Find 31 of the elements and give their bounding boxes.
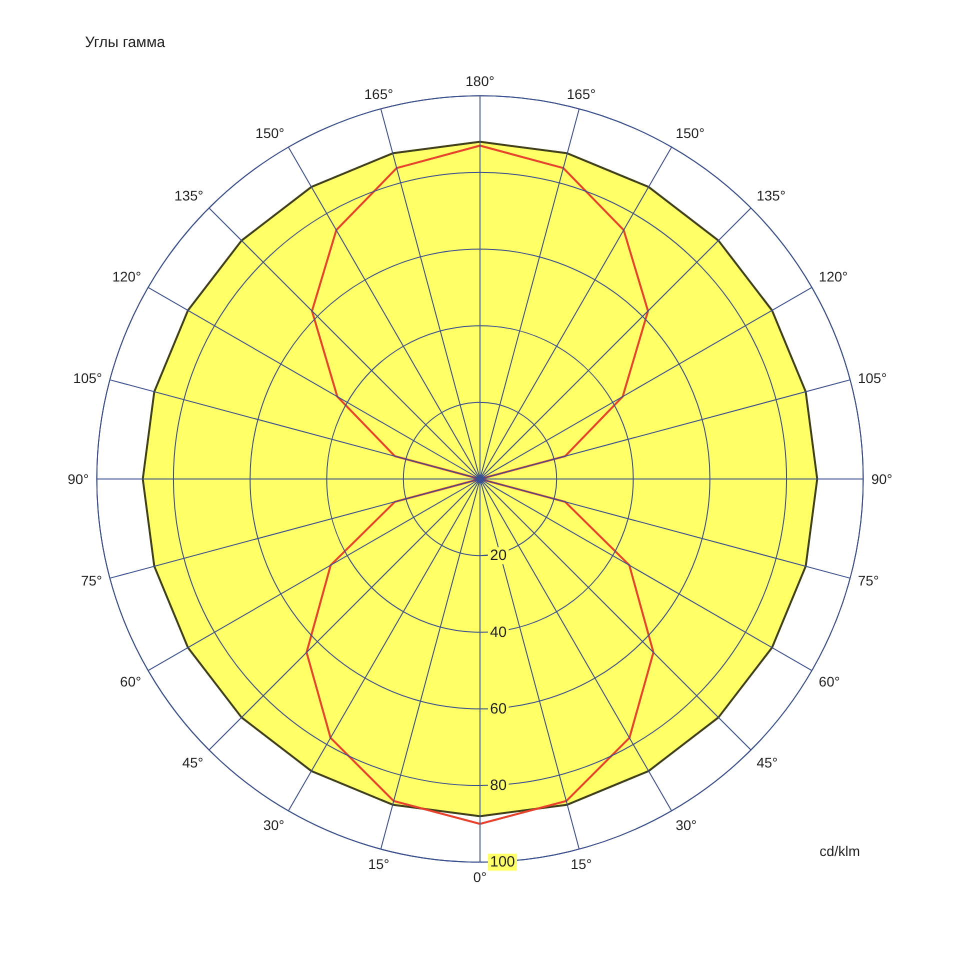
spoke-label: 150° [255,125,284,142]
spoke-label: 90° [68,471,89,487]
y-tick-label: 100 [490,854,516,871]
spoke-label: 120° [112,268,142,284]
spoke-label: 60° [120,674,142,690]
spoke-label: 75° [80,572,102,588]
spoke-label: 0° [473,869,487,886]
y-tick-label: 40 [490,624,507,641]
spoke-label: 30° [263,816,284,833]
spoke-label: 105° [858,370,887,386]
spoke-label: 45° [182,754,204,771]
y-tick-label: 60 [490,700,507,718]
spoke-label: 60° [818,674,840,690]
spoke-label: 15° [570,856,592,872]
chart-title: Углы гамма [85,34,166,51]
spoke-label: 165° [364,86,394,102]
spoke-label: 45° [756,754,778,771]
y-tick-label: 20 [490,547,507,564]
spoke-label: 90° [871,471,892,487]
spoke-label: 75° [858,572,880,588]
spoke-label: 150° [676,125,705,142]
y-tick-label: 80 [490,777,507,794]
spoke-label: 165° [566,86,596,102]
spoke-label: 105° [73,370,102,386]
spoke-label: 135° [756,187,786,204]
spoke-label: 15° [368,856,390,872]
spoke-label: 30° [676,816,697,833]
spoke-label: 180° [466,72,494,89]
text: cd/klm [820,843,860,859]
spoke-label: 120° [818,268,848,284]
spoke-label: 135° [174,187,204,204]
